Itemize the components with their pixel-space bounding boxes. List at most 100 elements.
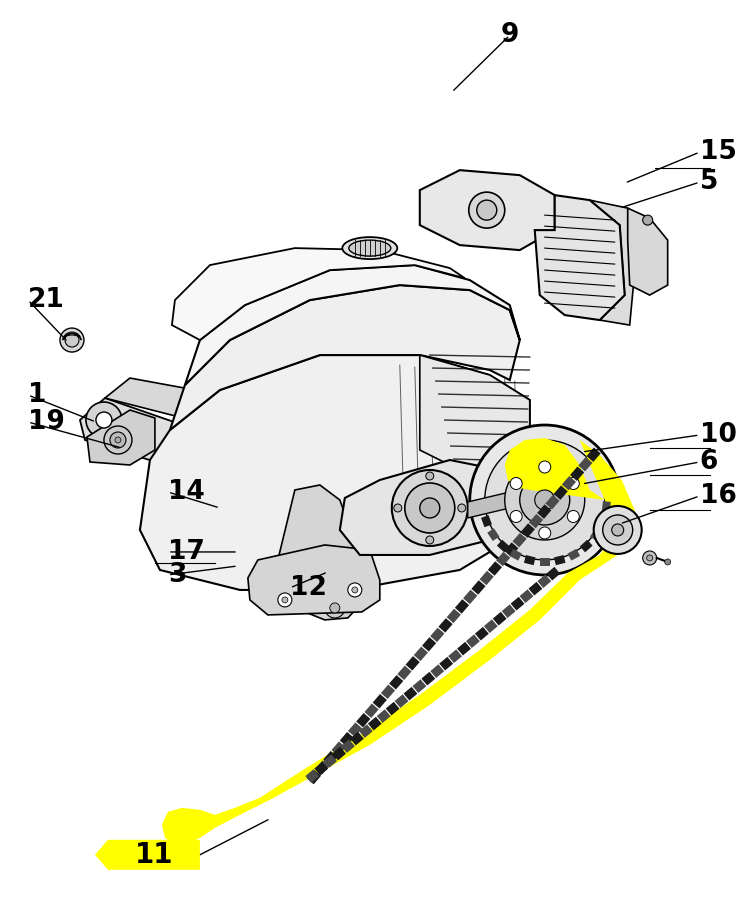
Polygon shape bbox=[475, 627, 489, 640]
Polygon shape bbox=[481, 515, 492, 528]
Polygon shape bbox=[570, 467, 584, 481]
Circle shape bbox=[567, 510, 580, 522]
Circle shape bbox=[485, 440, 605, 560]
Circle shape bbox=[392, 470, 468, 546]
Polygon shape bbox=[364, 704, 378, 718]
Circle shape bbox=[469, 192, 505, 228]
Polygon shape bbox=[350, 732, 364, 745]
Polygon shape bbox=[463, 589, 478, 604]
Polygon shape bbox=[248, 545, 380, 615]
Polygon shape bbox=[586, 448, 600, 462]
Polygon shape bbox=[278, 485, 365, 620]
Text: 12: 12 bbox=[290, 575, 327, 601]
Polygon shape bbox=[590, 528, 602, 541]
Polygon shape bbox=[539, 558, 550, 566]
Polygon shape bbox=[307, 770, 321, 785]
Polygon shape bbox=[487, 528, 499, 541]
Circle shape bbox=[426, 536, 434, 544]
Polygon shape bbox=[340, 460, 510, 555]
Text: 6: 6 bbox=[700, 449, 718, 475]
Polygon shape bbox=[466, 635, 480, 648]
Ellipse shape bbox=[349, 240, 391, 256]
Polygon shape bbox=[519, 589, 533, 603]
Circle shape bbox=[539, 527, 551, 539]
Polygon shape bbox=[80, 398, 390, 530]
Text: 11: 11 bbox=[135, 841, 173, 869]
Text: 10: 10 bbox=[700, 422, 737, 448]
Polygon shape bbox=[162, 438, 635, 844]
Circle shape bbox=[477, 200, 497, 220]
Polygon shape bbox=[105, 378, 370, 490]
Polygon shape bbox=[545, 495, 559, 509]
Circle shape bbox=[470, 425, 620, 575]
Text: 3: 3 bbox=[168, 562, 186, 588]
Polygon shape bbox=[395, 695, 408, 708]
Polygon shape bbox=[386, 702, 399, 716]
Polygon shape bbox=[430, 627, 445, 642]
Polygon shape bbox=[546, 567, 560, 580]
Polygon shape bbox=[488, 561, 502, 576]
Polygon shape bbox=[468, 492, 539, 518]
Circle shape bbox=[505, 460, 585, 540]
Polygon shape bbox=[341, 739, 355, 753]
Polygon shape bbox=[172, 248, 465, 340]
Circle shape bbox=[86, 402, 122, 438]
Circle shape bbox=[419, 498, 440, 518]
Text: 1: 1 bbox=[28, 382, 46, 408]
Circle shape bbox=[278, 593, 292, 607]
Polygon shape bbox=[535, 195, 625, 320]
Polygon shape bbox=[578, 457, 592, 471]
Circle shape bbox=[520, 475, 570, 525]
Circle shape bbox=[330, 603, 340, 613]
Circle shape bbox=[594, 506, 641, 554]
Polygon shape bbox=[377, 709, 390, 723]
Circle shape bbox=[405, 483, 454, 533]
Circle shape bbox=[457, 504, 466, 512]
Circle shape bbox=[535, 490, 555, 510]
Text: 5: 5 bbox=[700, 169, 718, 195]
Polygon shape bbox=[419, 170, 555, 250]
Polygon shape bbox=[472, 580, 486, 595]
Circle shape bbox=[96, 412, 112, 428]
Polygon shape bbox=[413, 646, 428, 661]
Polygon shape bbox=[628, 208, 668, 295]
Polygon shape bbox=[439, 618, 453, 633]
Polygon shape bbox=[170, 285, 520, 430]
Circle shape bbox=[104, 426, 132, 454]
Polygon shape bbox=[404, 686, 417, 700]
Polygon shape bbox=[419, 355, 530, 480]
Polygon shape bbox=[356, 713, 370, 727]
Circle shape bbox=[282, 597, 288, 603]
Polygon shape bbox=[480, 571, 494, 586]
Polygon shape bbox=[448, 649, 462, 663]
Polygon shape bbox=[314, 762, 328, 775]
Polygon shape bbox=[431, 665, 444, 678]
Polygon shape bbox=[455, 599, 469, 614]
Polygon shape bbox=[381, 685, 395, 699]
Polygon shape bbox=[405, 656, 419, 670]
Polygon shape bbox=[368, 716, 381, 730]
Circle shape bbox=[510, 510, 522, 522]
Text: 21: 21 bbox=[28, 287, 65, 313]
Circle shape bbox=[643, 551, 656, 565]
Circle shape bbox=[567, 478, 580, 489]
Polygon shape bbox=[537, 505, 551, 518]
Text: 15: 15 bbox=[700, 139, 737, 165]
Polygon shape bbox=[554, 486, 568, 500]
Circle shape bbox=[60, 328, 84, 352]
Circle shape bbox=[647, 555, 653, 561]
Polygon shape bbox=[510, 597, 524, 610]
Circle shape bbox=[603, 515, 633, 545]
Polygon shape bbox=[497, 539, 510, 552]
Polygon shape bbox=[87, 410, 155, 465]
Polygon shape bbox=[447, 608, 461, 623]
Polygon shape bbox=[580, 539, 592, 552]
Polygon shape bbox=[521, 523, 535, 538]
Polygon shape bbox=[484, 619, 498, 633]
Polygon shape bbox=[315, 760, 329, 775]
Circle shape bbox=[665, 559, 670, 565]
Polygon shape bbox=[492, 612, 507, 626]
Polygon shape bbox=[513, 533, 527, 548]
Circle shape bbox=[426, 472, 434, 480]
Polygon shape bbox=[597, 515, 609, 528]
